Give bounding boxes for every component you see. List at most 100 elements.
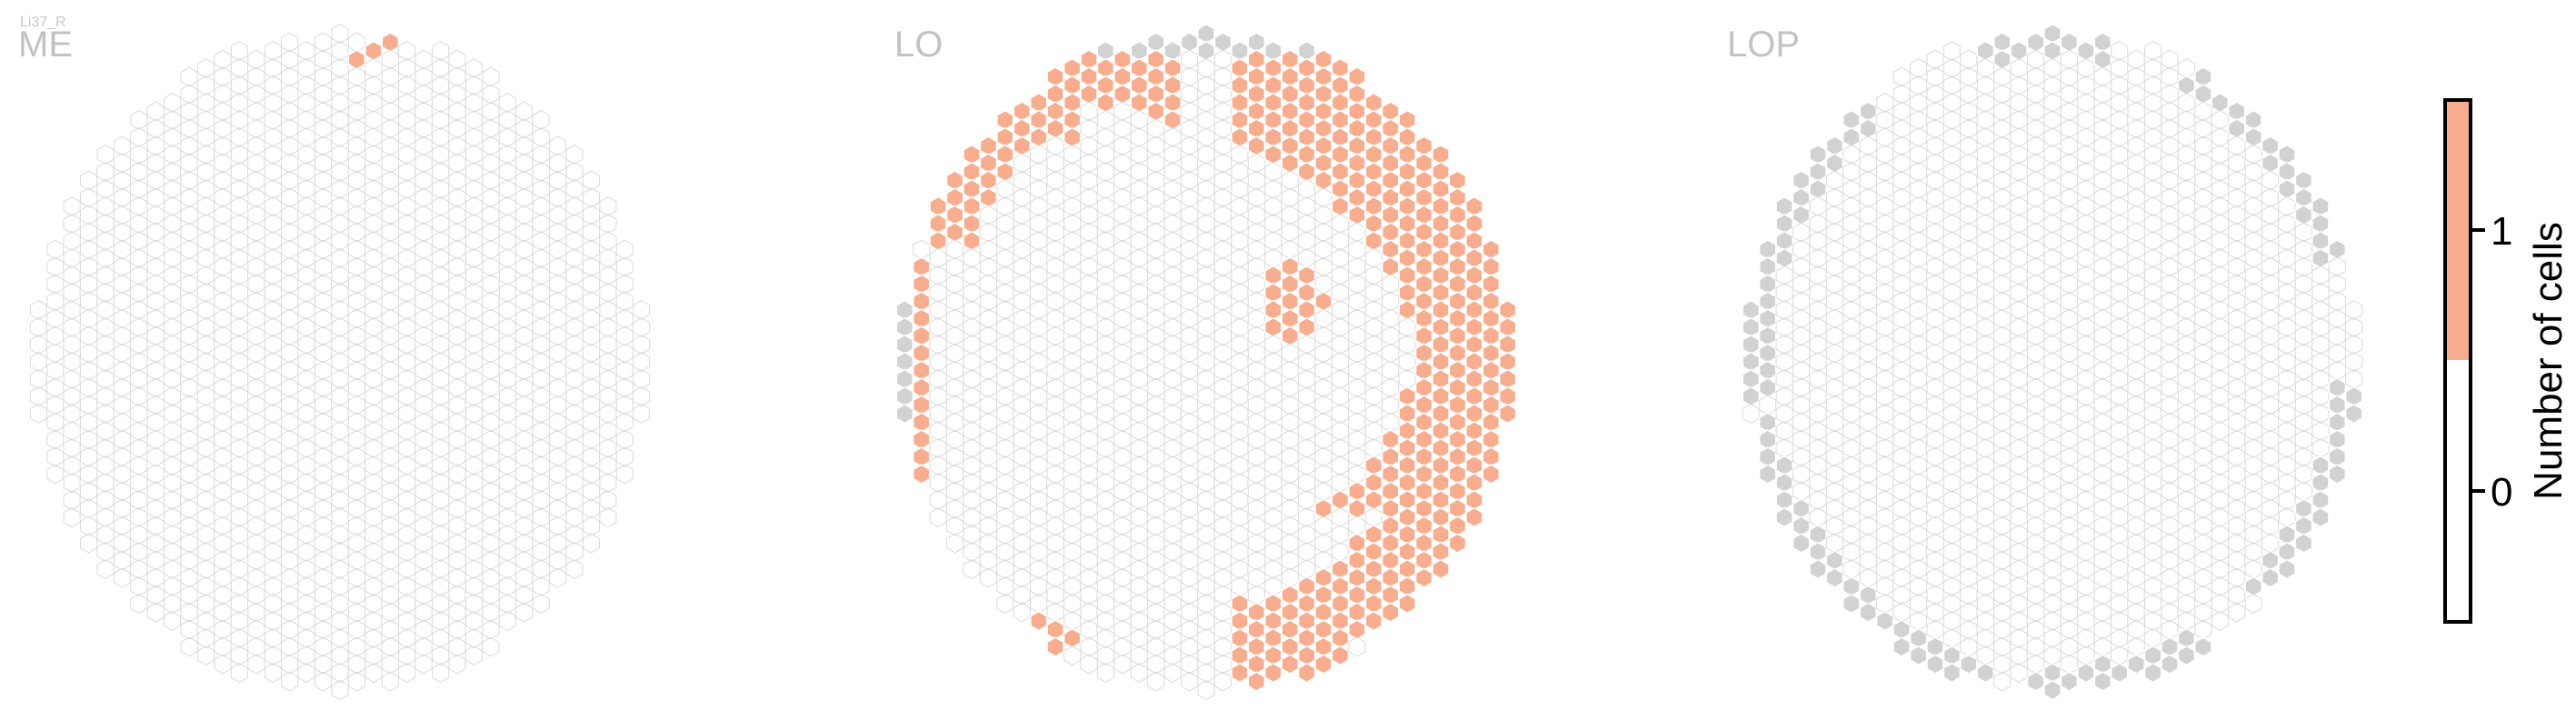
hex-cell bbox=[264, 490, 282, 510]
hex-cell bbox=[2211, 542, 2229, 562]
hex-cell bbox=[464, 248, 483, 268]
hex-cell bbox=[146, 205, 165, 225]
hex-cell bbox=[315, 135, 333, 156]
hex-cell bbox=[2244, 283, 2262, 303]
hex-cell-grey bbox=[2344, 386, 2363, 407]
hex-cell bbox=[1130, 127, 1148, 147]
hex-cell bbox=[297, 542, 315, 562]
hex-cell bbox=[297, 75, 315, 95]
hex-cell bbox=[80, 256, 98, 277]
hex-cell bbox=[2010, 127, 2028, 147]
hex-cell bbox=[1942, 421, 1961, 441]
hex-cell bbox=[331, 41, 349, 61]
hex-cell bbox=[2043, 490, 2062, 510]
hex-cell bbox=[498, 542, 516, 562]
hex-cell bbox=[1910, 248, 1928, 268]
hex-cell bbox=[1976, 594, 1994, 614]
hex-cell bbox=[1842, 283, 1861, 303]
hex-cell bbox=[582, 429, 600, 450]
hex-cell bbox=[1942, 542, 1961, 562]
hex-cell bbox=[347, 654, 365, 675]
hex-cell bbox=[2228, 153, 2246, 174]
hex-cell bbox=[1213, 222, 1232, 243]
hex-cell bbox=[381, 101, 399, 122]
hex-cell bbox=[532, 352, 550, 372]
hex-cell bbox=[1993, 153, 2012, 174]
hex-cell bbox=[2328, 360, 2346, 381]
hex-cell bbox=[549, 446, 567, 467]
hex-cell bbox=[482, 239, 500, 260]
hex-cell-filled bbox=[1364, 195, 1383, 217]
hex-cell-filled bbox=[1281, 66, 1299, 87]
hex-cell bbox=[946, 343, 964, 364]
hex-cell bbox=[996, 214, 1014, 234]
hex-cell bbox=[2244, 594, 2262, 614]
hex-cell-filled bbox=[1063, 126, 1082, 148]
hex-cell bbox=[1825, 429, 1843, 450]
hex-cell bbox=[214, 84, 232, 105]
hex-cell bbox=[2244, 145, 2262, 165]
hex-cell-filled bbox=[1465, 472, 1483, 494]
hex-cell bbox=[1213, 533, 1232, 554]
hex-cell bbox=[146, 360, 165, 381]
hex-cell bbox=[315, 274, 333, 295]
hex-cell-grey bbox=[1792, 533, 1811, 554]
hex-cell-filled bbox=[1331, 144, 1350, 165]
hex-cell bbox=[2077, 300, 2095, 320]
hex-cell bbox=[565, 386, 584, 406]
hex-cell-filled bbox=[1398, 541, 1416, 563]
hex-cell bbox=[1825, 325, 1843, 346]
hex-cell bbox=[2077, 646, 2095, 666]
hex-cell bbox=[96, 145, 115, 165]
hex-cell bbox=[1213, 49, 1232, 70]
hex-cell bbox=[414, 325, 433, 346]
hex-cell bbox=[1080, 325, 1098, 346]
hex-cell bbox=[1348, 429, 1366, 450]
hex-cell bbox=[364, 473, 383, 493]
hex-cell-filled bbox=[1482, 325, 1501, 346]
hex-cell bbox=[130, 404, 148, 424]
hex-cell bbox=[1892, 446, 1911, 467]
hex-cell-filled bbox=[347, 49, 366, 70]
hex-cell bbox=[130, 490, 148, 510]
hex-cell bbox=[2278, 421, 2296, 441]
hex-cell-grey bbox=[1875, 610, 1894, 632]
hex-cell bbox=[1063, 145, 1082, 165]
hex-cell bbox=[2077, 145, 2095, 165]
hex-cell bbox=[197, 456, 215, 476]
hex-cell bbox=[2093, 187, 2112, 208]
hex-cell bbox=[2093, 256, 2112, 277]
hex-cell bbox=[1096, 594, 1114, 614]
hex-cell bbox=[2111, 93, 2129, 113]
hex-cell-filled bbox=[996, 109, 1014, 131]
hex-cell bbox=[281, 222, 299, 243]
panel-lop: LOP bbox=[1727, 23, 2363, 701]
hex-cell bbox=[2244, 214, 2262, 234]
hex-cell bbox=[197, 179, 215, 199]
hex-cell bbox=[1859, 170, 1877, 191]
hex-cell bbox=[2127, 49, 2145, 70]
hex-cell bbox=[1792, 291, 1811, 312]
hex-cell bbox=[297, 594, 315, 614]
hex-cell bbox=[398, 248, 416, 268]
hex-cell bbox=[130, 559, 148, 579]
hex-cell bbox=[2211, 352, 2229, 372]
hex-cell bbox=[599, 386, 617, 406]
hex-cell bbox=[398, 646, 416, 666]
hex-cell bbox=[197, 386, 215, 406]
hex-cell-filled bbox=[1113, 49, 1132, 70]
hex-cell-grey bbox=[1942, 662, 1962, 684]
colorbar-label: Number of cells bbox=[2526, 222, 2571, 500]
hex-cell bbox=[113, 256, 131, 277]
hex-cell bbox=[96, 456, 115, 476]
hex-cell bbox=[2161, 429, 2179, 450]
hex-cell bbox=[448, 636, 466, 657]
hex-cell bbox=[230, 542, 248, 562]
hex-cell-grey bbox=[1758, 412, 1777, 433]
hex-cell bbox=[2161, 619, 2179, 640]
hex-cell bbox=[448, 135, 466, 156]
hex-cell bbox=[297, 386, 315, 406]
hex-cell-filled bbox=[1448, 533, 1467, 554]
hex-cell-filled bbox=[1448, 256, 1467, 277]
hex-cell bbox=[1792, 239, 1811, 260]
